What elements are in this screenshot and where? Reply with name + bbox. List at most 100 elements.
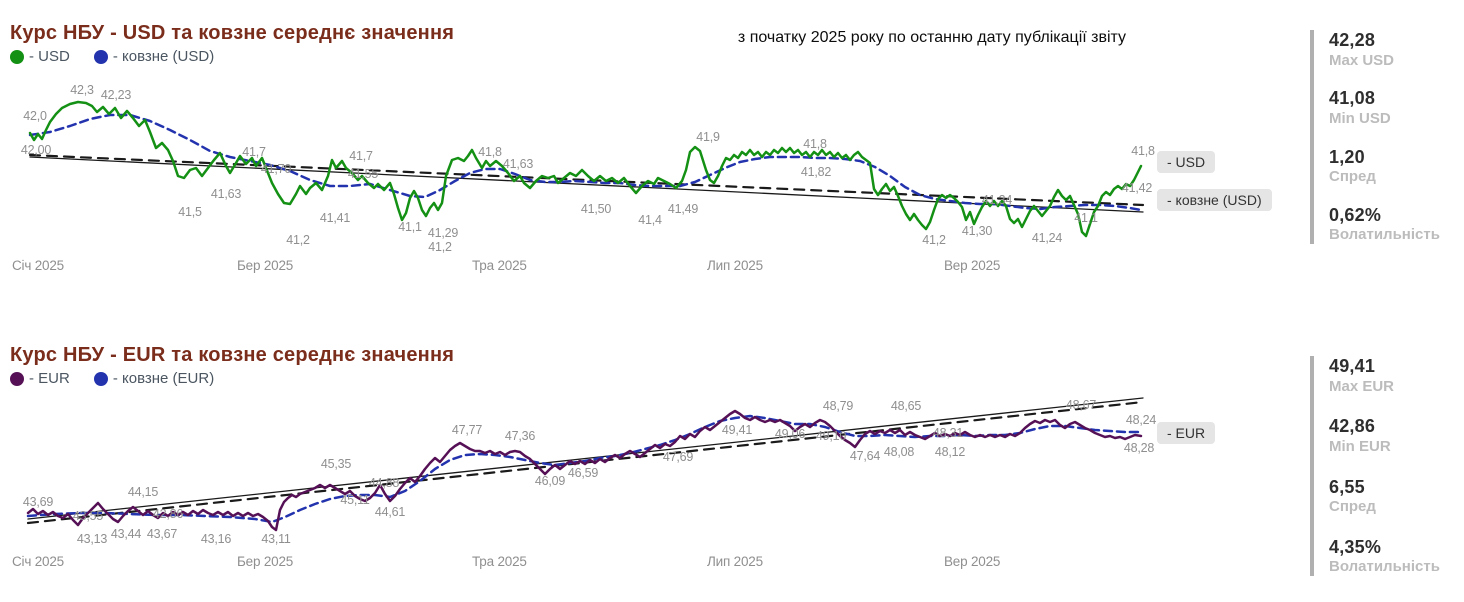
usd-point-label: 41,50 [580,202,612,216]
usd-point-label: 41,55 [347,167,379,181]
usd-point-label: 41,63 [502,157,534,171]
usd-x-axis-label: Січ 2025 [12,258,64,273]
eur-legend-item[interactable]: - EUR [10,370,70,387]
eur-point-label: 48,12 [934,445,966,459]
usd-point-label: 41,2 [286,233,310,247]
usd-legend-item[interactable]: - ковзне (USD) [93,48,215,65]
usd-x-axis-label: Лип 2025 [707,258,763,273]
usd-legend-item[interactable]: - USD [10,48,70,65]
usd-point-label: 41,7 [349,149,373,163]
stat-label: Min USD [1329,109,1391,127]
usd-point-label: 41,1 [398,220,422,234]
eur-point-label: 47,36 [504,429,536,443]
eur-x-axis-label: Вер 2025 [944,554,1001,569]
eur-point-label: 48,31 [932,426,964,440]
eur-point-label: 46,59 [567,466,599,480]
usd-point-label: 42,23 [100,88,132,102]
eur-point-label: 49,10 [815,429,847,443]
usd-stats-panel: 42,28 Max USD 41,08 Min USD 1,20 Спред 0,62% Во… [1310,30,1460,244]
eur-point-label: 43,13 [76,532,108,546]
eur-point-label: 48,08 [883,445,915,459]
eur-stat: 42,86 Min EUR [1329,416,1460,455]
usd-point-label: 42,3 [70,83,94,97]
usd-point-label: 41,1 [1074,211,1098,225]
eur-stats-panel: 49,41 Max EUR 42,86 Min EUR 6,55 Спред 4,35% Во… [1310,356,1460,576]
eur-point-label: 48,24 [1125,413,1157,427]
legend-item-label: - EUR [29,370,70,387]
legend-color-dot-icon [93,49,108,64]
stat-value: 42,86 [1329,416,1376,437]
eur-point-label: 46,09 [534,474,566,488]
eur-point-label: 43,11 [261,532,291,546]
usd-point-label: 41,24 [1031,231,1063,245]
eur-point-label: 48,28 [1123,441,1155,455]
stat-value: 4,35% [1329,536,1382,557]
eur-trend-solid-line [27,397,1144,520]
usd-series-tag[interactable]: - ковзне (USD) [1157,189,1272,211]
usd-series-tag[interactable]: - USD [1157,151,1216,173]
usd-stat: 41,08 Min USD [1329,88,1460,127]
usd-stat: 0,62% Волатильність [1329,205,1460,244]
stat-label: Max USD [1329,51,1395,69]
usd-point-label: 41,4 [638,213,662,227]
usd-point-label: 41,7 [242,145,266,159]
stat-label: Спред [1329,168,1376,186]
usd-point-label: 41,49 [667,202,699,216]
eur-chart-title: Курс НБУ - EUR та ковзне середнє значенн… [10,344,455,367]
usd-trend-dashed-line [28,153,1145,207]
eur-point-label: 49,06 [774,427,806,441]
eur-point-label: 44,88 [368,476,400,490]
eur-point-label: 43,44 [110,527,142,541]
stat-label: Max EUR [1329,377,1395,395]
eur-point-label: 44,61 [374,505,406,519]
eur-series-tag[interactable]: - EUR [1157,422,1216,444]
usd-point-label: 41,63 [210,187,242,201]
usd-x-axis-label: Бер 2025 [237,258,294,273]
stat-label: Волатильність [1329,558,1440,576]
eur-point-label: 48,79 [822,399,854,413]
eur-point-label: 47,69 [662,450,694,464]
eur-x-axis-label: Тра 2025 [472,554,527,569]
eur-point-label: 47,64 [849,449,881,463]
usd-point-label: 41,34 [981,193,1013,207]
usd-line [28,100,1143,238]
eur-chart-legend: - EUR - ковзне (EUR) [10,370,214,387]
eur-stat: 49,41 Max EUR [1329,356,1460,395]
stat-label: Волатильність [1329,226,1440,244]
stat-value: 0,62% [1329,204,1382,225]
usd-stat: 42,28 Max USD [1329,30,1460,69]
stat-label: Спред [1329,498,1376,516]
usd-chart-legend: - USD - ковзне (USD) [10,48,214,65]
usd-point-label: 41,8 [1131,144,1155,158]
eur-point-label: 49,41 [721,423,753,437]
eur-point-label: 42,86 [152,507,184,521]
usd-point-label: 41,42 [1121,181,1153,195]
legend-item-label: - ковзне (USD) [112,48,215,65]
stat-label: Min EUR [1329,437,1391,455]
usd-point-label: 41,82 [800,165,832,179]
stat-value: 1,20 [1329,146,1365,167]
usd-point-label: 42,00 [20,143,52,157]
legend-item-label: - ковзне (EUR) [112,370,215,387]
stat-value: 6,55 [1329,476,1365,497]
eur-point-label: 43,55 [72,509,104,523]
eur-x-axis-label: Січ 2025 [12,554,64,569]
usd-x-axis-label: Тра 2025 [472,258,527,273]
usd-point-label: 41,8 [803,137,827,151]
usd-chart-title: Курс НБУ - USD та ковзне середнє значенн… [10,22,455,45]
usd-point-label: 41,2 [922,233,946,247]
eur-stat: 4,35% Волатильність [1329,537,1460,576]
eur-legend-item[interactable]: - ковзне (EUR) [93,370,215,387]
report-period-annotation: з початку 2025 року по останню дату публ… [737,29,1127,46]
usd-stat: 1,20 Спред [1329,147,1460,186]
eur-line [26,409,1143,532]
eur-point-label: 44,15 [127,485,159,499]
usd-point-label: 41,70 [260,162,292,176]
eur-x-axis-label: Бер 2025 [237,554,294,569]
legend-color-dot-icon [10,49,24,64]
eur-point-label: 43,69 [22,495,54,509]
eur-point-label: 43,67 [146,527,178,541]
usd-rolling-line [28,113,1143,212]
